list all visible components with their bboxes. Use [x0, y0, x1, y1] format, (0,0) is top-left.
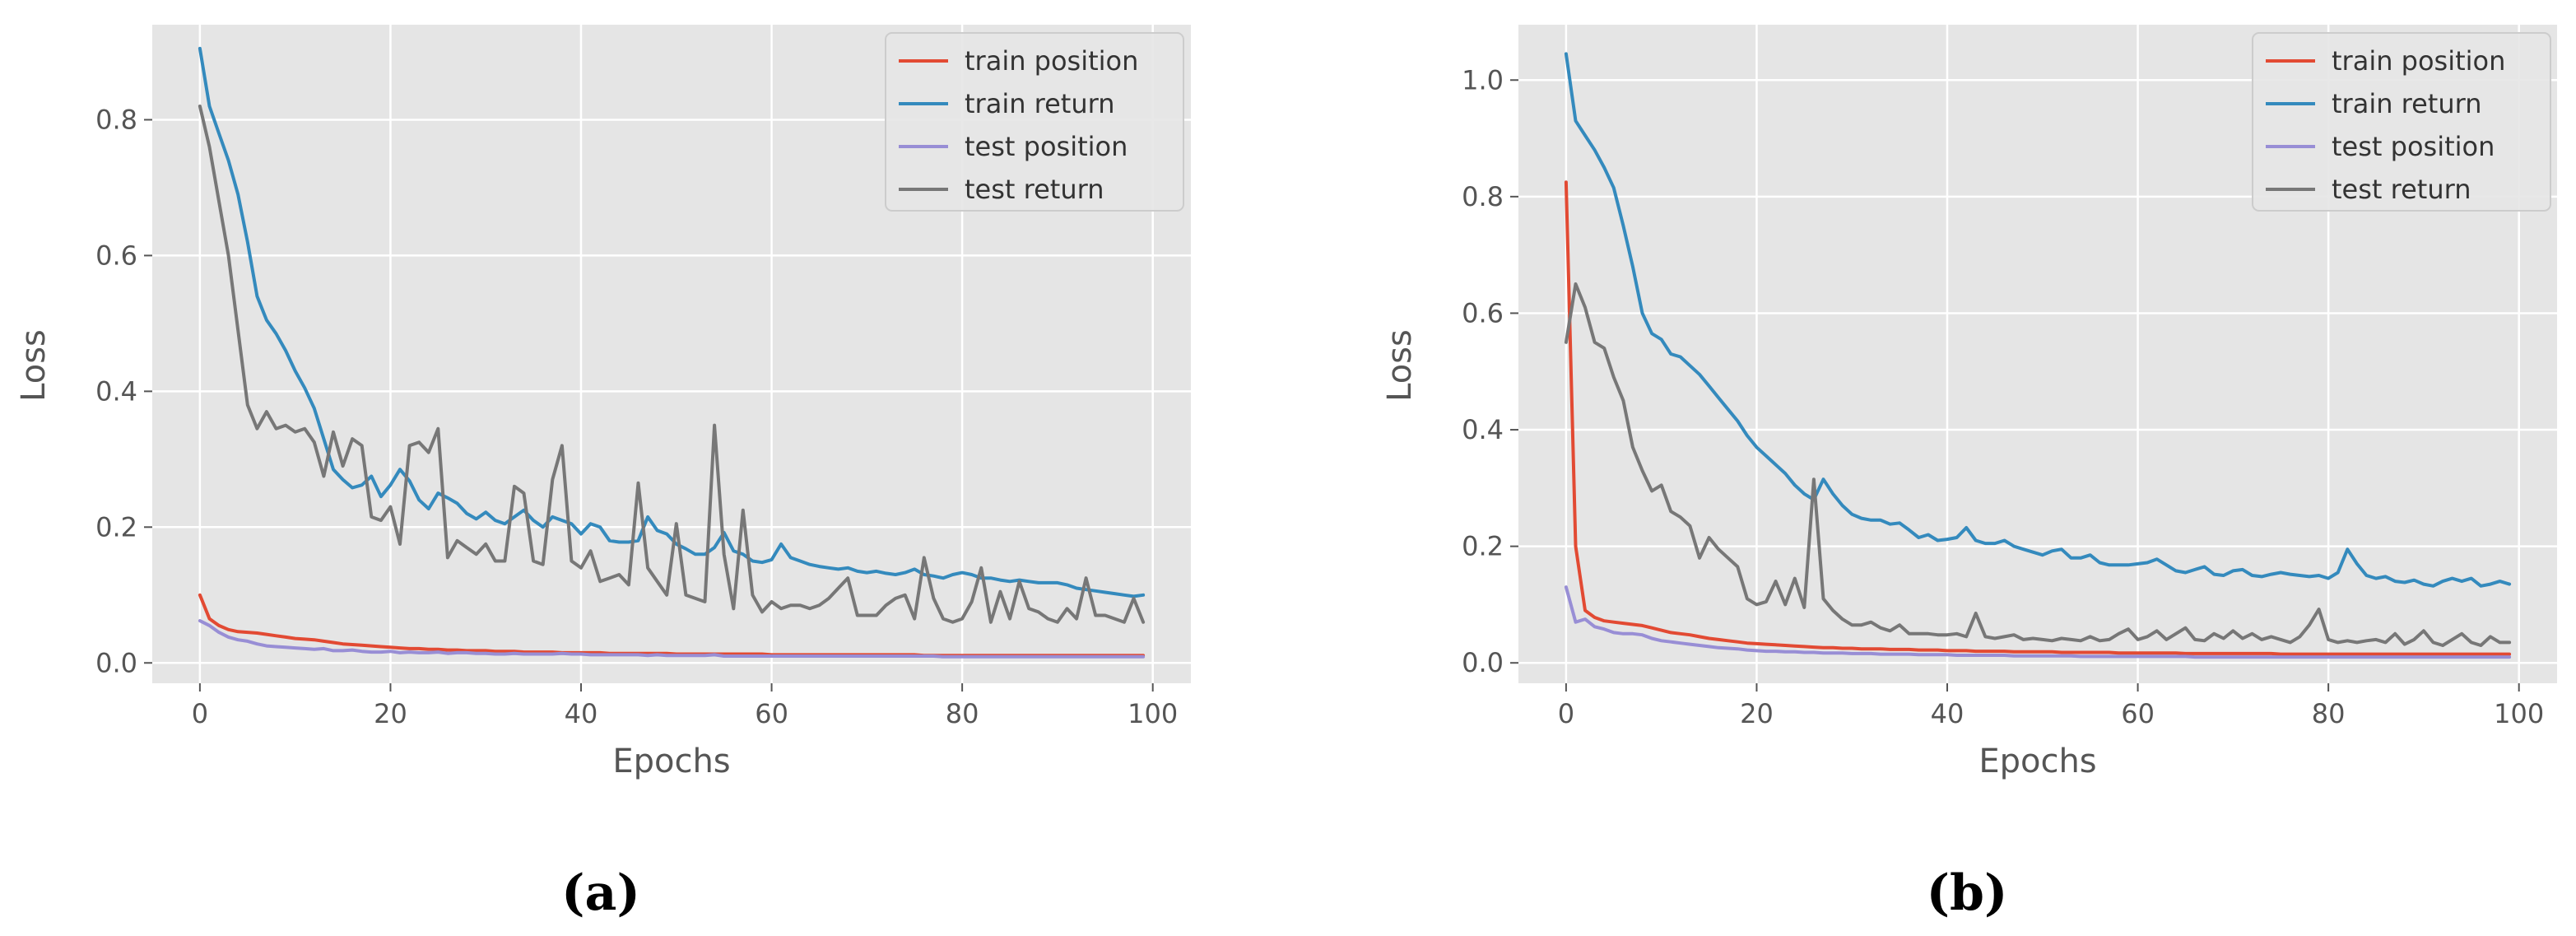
- y-tick-label: 0.0: [1462, 647, 1504, 678]
- x-tick-label: 0: [1558, 698, 1574, 729]
- chart-panel-a: 0 20 40 60 80 100 0.0 0.2 0.4 0.6 0.8 Epochs Loss tra…: [15, 25, 1191, 922]
- legend-box: [885, 32, 1184, 212]
- y-axis-label: Loss: [1381, 329, 1419, 402]
- y-tick-label: 0.8: [1462, 181, 1504, 212]
- legend-label-train-return: train return: [965, 88, 1115, 119]
- legend-label-test-position: test position: [965, 131, 1128, 162]
- x-tick-label: 0: [192, 698, 208, 729]
- legend-label-train-return: train return: [2332, 88, 2482, 119]
- series-line-test-return: [1564, 282, 2512, 647]
- series-line-train-return: [198, 46, 1146, 598]
- legend-label-test-position: test position: [2332, 131, 2495, 162]
- legend-box: [2252, 32, 2551, 212]
- x-tick-label: 80: [2312, 698, 2346, 729]
- y-axis-label: Loss: [15, 329, 53, 402]
- y-tick-label: 0.4: [1462, 414, 1504, 445]
- series-line-train-position: [1564, 180, 2512, 656]
- x-tick-label: 100: [2494, 698, 2544, 729]
- x-tick-label: 80: [946, 698, 979, 729]
- series-line-test-position: [1564, 585, 2512, 659]
- y-tick-label: 0.2: [1462, 531, 1504, 562]
- chart-panel-b: 0 20 40 60 80 100 0.0 0.2 0.4 0.6 0.8 1.0 Epochs Loss…: [1381, 25, 2557, 922]
- x-tick-label: 20: [1740, 698, 1774, 729]
- x-tick-label: 40: [565, 698, 598, 729]
- x-tick-label: 40: [1931, 698, 1965, 729]
- x-axis-label: Epochs: [612, 743, 730, 780]
- legend-label-test-return: test return: [2332, 174, 2471, 205]
- y-tick-label: 0.6: [1462, 297, 1504, 328]
- legend-label-train-position: train position: [2332, 45, 2505, 77]
- x-tick-label: 100: [1128, 698, 1178, 729]
- y-tick-label: 0.4: [95, 375, 137, 407]
- x-tick-label: 20: [374, 698, 407, 729]
- x-tick-label: 60: [755, 698, 788, 729]
- series-line-test-return: [198, 105, 1146, 624]
- y-tick-label: 0.0: [95, 647, 137, 678]
- subfigure-caption: (a): [561, 864, 640, 922]
- y-tick-label: 0.8: [95, 104, 137, 135]
- series-line-train-return: [1564, 52, 2512, 588]
- subfigure-caption: (b): [1927, 864, 2008, 922]
- x-tick-label: 60: [2121, 698, 2155, 729]
- legend: train position train return test position t…: [885, 32, 1184, 212]
- series-line-test-position: [198, 619, 1146, 659]
- legend-label-train-position: train position: [965, 45, 1138, 77]
- y-tick-label: 0.6: [95, 240, 137, 271]
- y-tick-label: 1.0: [1462, 64, 1504, 95]
- x-axis-label: Epochs: [1978, 743, 2096, 780]
- legend: train position train return test position t…: [2252, 32, 2551, 212]
- y-tick-label: 0.2: [95, 511, 137, 543]
- legend-label-test-return: test return: [965, 174, 1104, 205]
